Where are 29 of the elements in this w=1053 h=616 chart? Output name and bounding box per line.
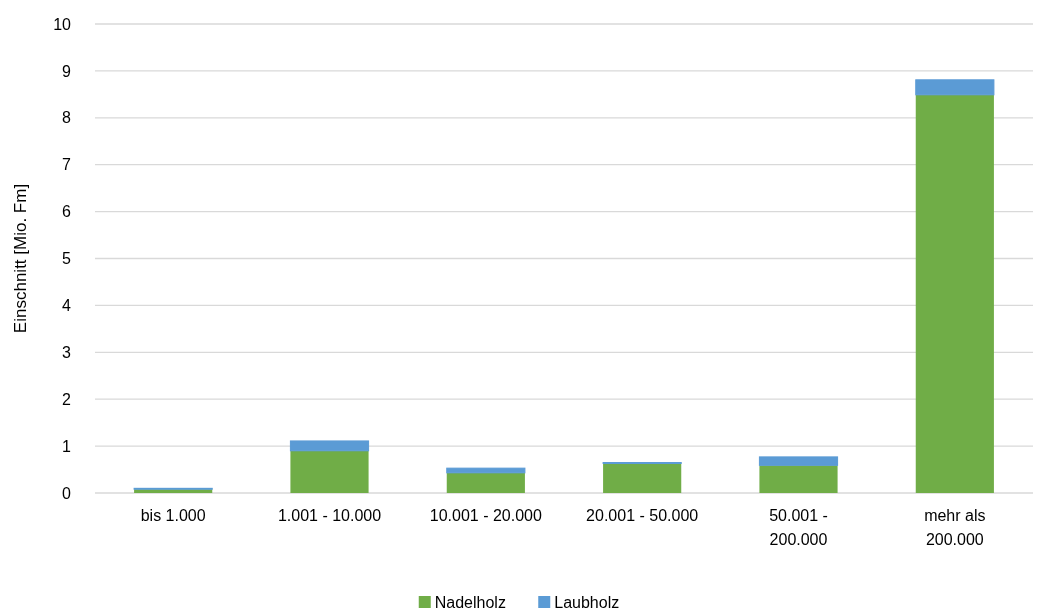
y-tick-label: 10 — [53, 15, 72, 33]
y-tick-label: 5 — [62, 250, 72, 268]
bar — [603, 463, 682, 493]
x-tick-label: 50.001 - 200.000 — [769, 507, 828, 548]
x-tick-label: 20.001 - 50.000 — [586, 507, 699, 524]
legend-label: Laubholz — [554, 594, 620, 611]
y-tick-label: 1 — [62, 437, 72, 455]
legend-label: Nadelholz — [434, 594, 506, 611]
bar — [915, 94, 994, 493]
x-tick-label: 10.001 - 20.000 — [429, 507, 542, 524]
bar — [915, 79, 995, 96]
x-tick-label: bis 1.000 — [140, 507, 206, 524]
bar — [758, 456, 839, 466]
bar — [446, 467, 526, 474]
y-tick-label: 3 — [62, 343, 72, 361]
bar — [290, 450, 369, 493]
bar — [759, 465, 838, 493]
y-tick-label: 9 — [62, 62, 72, 80]
bar — [289, 440, 370, 452]
y-tick-label: 7 — [62, 156, 72, 174]
bar — [446, 472, 525, 493]
x-tick-label: 1.001 - 10.000 — [277, 507, 382, 524]
y-tick-label: 8 — [62, 109, 72, 127]
y-tick-label: 4 — [62, 297, 72, 314]
y-tick-label: 2 — [62, 390, 72, 408]
x-tick-label: mehr als 200.000 — [924, 507, 986, 548]
y-tick-label: 0 — [62, 484, 72, 502]
y-tick-label: 6 — [62, 203, 72, 221]
y-axis-title: Einschnitt [Mio. Fm] — [11, 183, 30, 334]
